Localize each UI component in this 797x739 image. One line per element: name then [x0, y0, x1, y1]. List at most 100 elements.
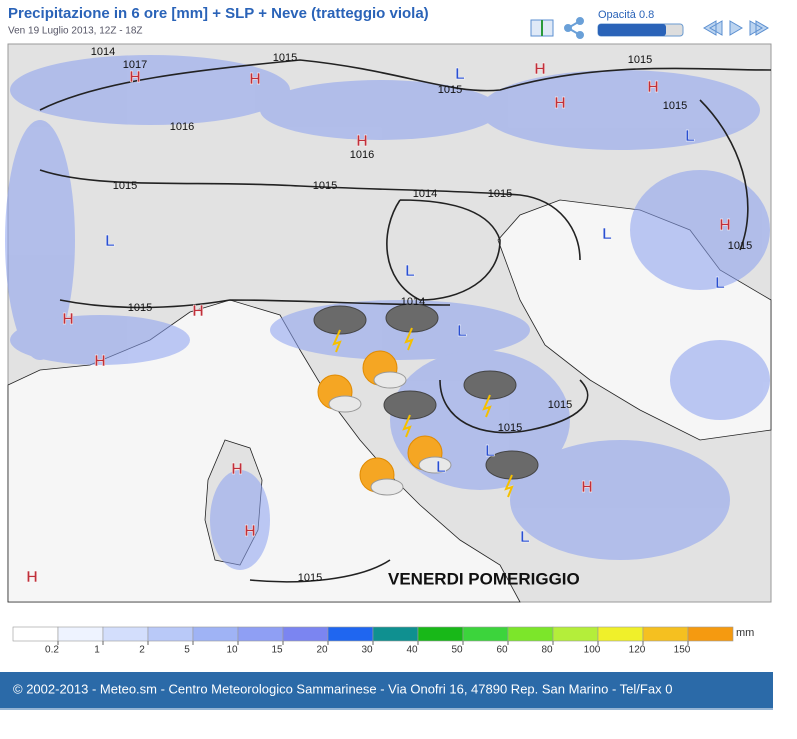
isobar-label: 1014 [91, 46, 115, 58]
legend-tick-label: 2 [139, 645, 145, 656]
isobar-label: 1015 [628, 54, 652, 66]
pressure-center: L [405, 263, 415, 280]
pressure-center: L [455, 66, 465, 83]
lightning [504, 474, 514, 498]
pressure-center: H [534, 61, 546, 78]
isobar-label: 1014 [413, 188, 437, 200]
color-box [237, 626, 284, 642]
pressure-center: H [231, 461, 243, 478]
color-box [597, 626, 644, 642]
pressure-center: L [457, 323, 467, 340]
color-box [642, 626, 689, 642]
pressure-center: H [719, 217, 731, 234]
isobar-label: 1015 [488, 188, 512, 200]
pressure-center: H [192, 303, 204, 320]
isobar-label: 1015 [128, 302, 152, 314]
footer-bar [0, 672, 773, 708]
pressure-center: H [62, 311, 74, 328]
pressure-center: H [26, 569, 38, 586]
color-box [372, 626, 419, 642]
opacity-label: Opacità 0.8 [598, 9, 654, 21]
legend-tick-label: 50 [451, 645, 463, 656]
legend-tick-label: 120 [629, 645, 646, 656]
cloud [328, 395, 362, 413]
color-box [12, 626, 59, 642]
pressure-center: H [581, 479, 593, 496]
pressure-center: H [356, 133, 368, 150]
play-button[interactable] [729, 20, 743, 36]
color-box [327, 626, 374, 642]
lightning [402, 414, 412, 438]
storm-cloud [313, 305, 367, 335]
storm-cloud [385, 303, 439, 333]
pressure-center: L [436, 459, 446, 476]
pressure-center: L [485, 443, 495, 460]
pressure-center: L [602, 226, 612, 243]
legend: 0.2 1 2 5 10 15 20 30 40 50 60 80 100 120 150 mm [12, 626, 754, 656]
next-button[interactable] [749, 20, 769, 36]
pressure-center: H [249, 71, 261, 88]
footer-text: © 2002-2013 - Meteo.sm - Centro Meteorol… [13, 681, 672, 696]
legend-tick-label: 1 [94, 645, 100, 656]
lightning [404, 327, 414, 351]
isobar-label: 1015 [548, 399, 572, 411]
isobar-label: 1016 [170, 121, 194, 133]
legend-tick-label: 0.2 [45, 645, 59, 656]
opacity-fill [598, 24, 666, 36]
storm-cloud [485, 450, 539, 480]
color-box [552, 626, 599, 642]
legend-unit: mm [736, 627, 754, 639]
prev-button[interactable] [703, 20, 723, 36]
isobar-label: 1015 [498, 422, 522, 434]
color-box [417, 626, 464, 642]
cloud [370, 478, 404, 496]
legend-tick-label: 5 [184, 645, 190, 656]
legend-tick-label: 30 [361, 645, 373, 656]
map-caption: VENERDI POMERIGGIO [388, 569, 580, 588]
isobar-label: 1015 [728, 240, 752, 252]
isobar-label: 1016 [350, 149, 374, 161]
isobar-label: 1014 [401, 296, 425, 308]
weather-icons [313, 303, 539, 498]
legend-tick-label: 15 [271, 645, 283, 656]
color-box [687, 626, 734, 642]
pressure-center: H [94, 353, 106, 370]
legend-tick-label: 10 [226, 645, 238, 656]
pressure-center: H [129, 69, 141, 86]
legend-tick-label: 20 [316, 645, 328, 656]
isobar-label: 1015 [113, 180, 137, 192]
pressure-center: L [105, 233, 115, 250]
title: Precipitazione in 6 ore [mm] + SLP + Nev… [8, 5, 429, 22]
legend-tick-label: 40 [406, 645, 418, 656]
pressure-center: L [715, 275, 725, 292]
color-box [57, 626, 104, 642]
cloud [418, 456, 452, 474]
storm-cloud [463, 370, 517, 400]
color-box [192, 626, 239, 642]
legend-tick-label: 150 [674, 645, 691, 656]
legend-tick-label: 100 [584, 645, 601, 656]
map: VENERDI POMERIGGIO 1014 1017 1015 1015 1016 1… [5, 43, 772, 603]
color-box [147, 626, 194, 642]
pressure-center: H [647, 79, 659, 96]
share-button[interactable] [564, 17, 584, 39]
toolbar: Opacità 0.8 [530, 9, 769, 39]
isobar-label: 1015 [663, 100, 687, 112]
lightning [482, 394, 492, 418]
isobar-label: 1017 [123, 59, 147, 71]
isobar-label: 1015 [438, 84, 462, 96]
color-box [282, 626, 329, 642]
subtitle: Ven 19 Luglio 2013, 12Z - 18Z [8, 26, 143, 37]
isobar-label: 1015 [313, 180, 337, 192]
color-box [462, 626, 509, 642]
isobars [39, 59, 772, 583]
color-box [507, 626, 554, 642]
pressure-center: H [244, 523, 256, 540]
legend-tick-label: 80 [541, 645, 553, 656]
storm-cloud [383, 390, 437, 420]
pressure-center: L [685, 128, 695, 145]
isobar-label: 1015 [273, 52, 297, 64]
lightning [332, 329, 342, 353]
